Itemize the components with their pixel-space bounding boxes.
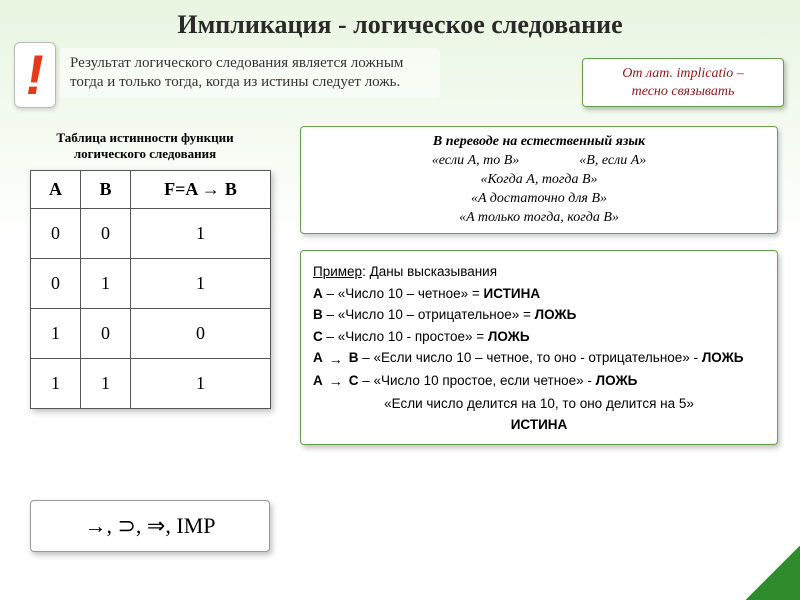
val-c: ЛОЖЬ [488, 329, 530, 344]
definition-text: Результат логического следования являетс… [60, 48, 440, 98]
natural-title: В переводе на естественный язык [311, 133, 767, 152]
example-header: Пример: Даны высказывания [313, 261, 765, 283]
label-a: A [313, 286, 323, 301]
latin-line2: тесно связывать [591, 83, 775, 101]
latin-line1: От лат. implicatio – [591, 65, 775, 83]
cell: 1 [81, 259, 131, 309]
example-line-ac: A→C – «Число 10 простое, если четное» - … [313, 370, 765, 393]
example-header-underline: Пример [313, 264, 362, 279]
exclamation-badge: ! [14, 42, 56, 108]
stmt-a: – «Число 10 – четное» = [323, 286, 484, 301]
example-line-c: C – «Число 10 - простое» = ЛОЖЬ [313, 326, 765, 348]
example-line-ab: A → B – «Если число 10 – четное, то оно - … [313, 347, 765, 370]
val-b: ЛОЖЬ [535, 307, 577, 322]
arrow-icon: → [202, 179, 225, 199]
cell: 0 [131, 309, 271, 359]
example-header-rest: : Даны высказывания [362, 264, 497, 279]
table-row: 0 0 1 [31, 209, 271, 259]
page-title: Импликация - логическое следование [0, 0, 800, 48]
ab-b: B [349, 350, 359, 365]
notation-box: →, ⊃, ⇒, IMP [30, 500, 270, 552]
table-row: 0 1 1 [31, 259, 271, 309]
table-header-row: A B F=A → B [31, 171, 271, 209]
natural-language-box: В переводе на естественный язык «если A,… [300, 126, 778, 234]
arrow-icon: → [329, 348, 343, 370]
example-last-val: ИСТИНА [313, 414, 765, 436]
nl-phrase: «A достаточно для B» [311, 190, 767, 209]
corner-decoration [746, 546, 800, 600]
exclamation-icon: ! [21, 47, 50, 103]
cell: 1 [131, 209, 271, 259]
table-row: 1 1 1 [31, 359, 271, 409]
col-b-header: B [81, 171, 131, 209]
latin-origin-box: От лат. implicatio – тесно связывать [582, 58, 784, 107]
truth-table-caption: Таблица истинности функции логического с… [30, 130, 260, 161]
stmt-b: – «Число 10 – отрицательное» = [323, 307, 535, 322]
stmt-c: – «Число 10 - простое» = [323, 329, 488, 344]
cell: 0 [81, 309, 131, 359]
ab-a: A [313, 350, 323, 365]
cell: 1 [31, 359, 81, 409]
cell: 0 [81, 209, 131, 259]
nl-phrase: «если A, то B» [432, 152, 520, 171]
natural-row-1: «если A, то B» «B, если A» [311, 152, 767, 171]
nl-phrase: «B, если A» [579, 152, 646, 171]
ac-val: ЛОЖЬ [596, 373, 638, 388]
label-b: B [313, 307, 323, 322]
col-a-header: A [31, 171, 81, 209]
cell: 1 [131, 359, 271, 409]
example-line-a: A – «Число 10 – четное» = ИСТИНА [313, 283, 765, 305]
nl-phrase: «Когда A, тогда B» [311, 171, 767, 190]
example-line-b: B – «Число 10 – отрицательное» = ЛОЖЬ [313, 304, 765, 326]
last-val-bold: ИСТИНА [511, 417, 568, 432]
arrow-icon: → [329, 370, 343, 392]
cell: 1 [31, 309, 81, 359]
ab-text: – «Если число 10 – четное, то оно - отри… [359, 350, 702, 365]
ab-val: ЛОЖЬ [702, 350, 744, 365]
cell: 1 [131, 259, 271, 309]
table-row: 1 0 0 [31, 309, 271, 359]
example-last-stmt: «Если число делится на 10, то оно делитс… [313, 393, 765, 415]
cell: 0 [31, 259, 81, 309]
val-a: ИСТИНА [484, 286, 541, 301]
cell: 1 [81, 359, 131, 409]
ac-c: C [349, 373, 359, 388]
f-header-part2: B [225, 179, 237, 199]
ac-text: – «Число 10 простое, если четное» - [359, 373, 596, 388]
truth-table: A B F=A → B 0 0 1 0 1 1 1 0 0 1 1 1 [30, 170, 271, 409]
nl-phrase: «A только тогда, когда B» [311, 209, 767, 228]
label-c: C [313, 329, 323, 344]
col-f-header: F=A → B [131, 171, 271, 209]
example-box: Пример: Даны высказывания A – «Число 10 … [300, 250, 778, 445]
f-header-part1: F=A [164, 179, 197, 199]
ac-a: A [313, 373, 323, 388]
cell: 0 [31, 209, 81, 259]
